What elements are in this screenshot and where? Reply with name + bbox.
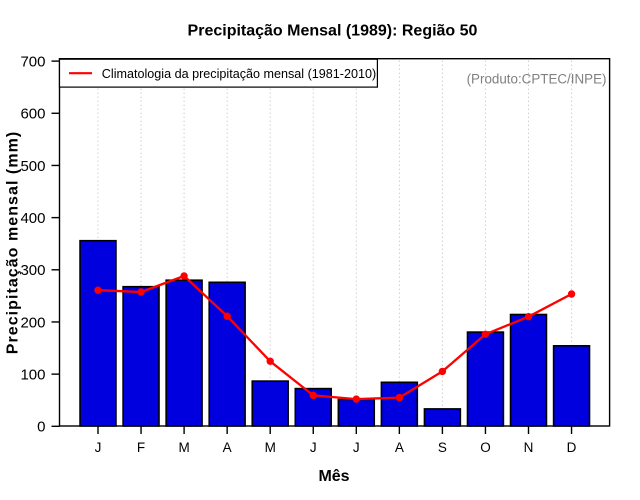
svg-text:400: 400	[20, 210, 45, 227]
svg-text:Precipitação Mensal (1989): Re: Precipitação Mensal (1989): Região 50	[188, 23, 478, 40]
svg-text:J: J	[95, 440, 102, 455]
svg-text:J: J	[310, 440, 317, 455]
svg-text:S: S	[438, 440, 447, 455]
svg-text:Precipitação mensal (mm): Precipitação mensal (mm)	[5, 131, 22, 355]
svg-text:F: F	[137, 440, 145, 455]
svg-text:D: D	[567, 440, 577, 455]
svg-text:O: O	[480, 440, 491, 455]
svg-text:M: M	[178, 440, 189, 455]
svg-text:A: A	[223, 440, 232, 455]
svg-text:600: 600	[20, 106, 45, 123]
svg-text:300: 300	[20, 262, 45, 279]
svg-text:100: 100	[20, 366, 45, 383]
svg-text:0: 0	[37, 419, 45, 436]
svg-text:(Produto:CPTEC/INPE): (Produto:CPTEC/INPE)	[467, 72, 607, 87]
svg-text:200: 200	[20, 314, 45, 331]
svg-text:Climatologia da precipitação m: Climatologia da precipitação mensal (198…	[102, 67, 376, 81]
svg-text:N: N	[524, 440, 534, 455]
svg-text:700: 700	[20, 53, 45, 70]
svg-text:A: A	[395, 440, 404, 455]
svg-text:500: 500	[20, 158, 45, 175]
svg-text:J: J	[353, 440, 360, 455]
svg-text:Mês: Mês	[318, 468, 349, 485]
svg-text:M: M	[265, 440, 276, 455]
